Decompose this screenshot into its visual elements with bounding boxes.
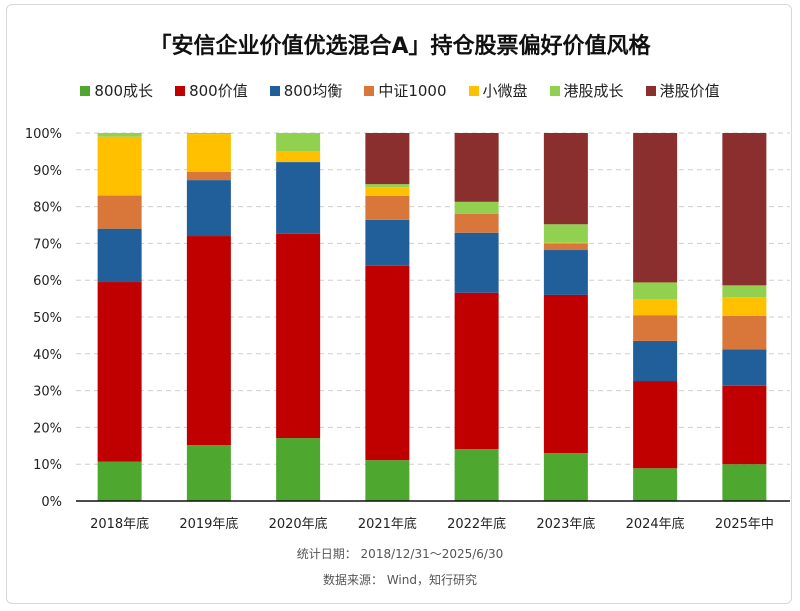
legend-label: 800均衡 <box>283 82 343 100</box>
bar-segment <box>97 195 142 229</box>
bar-segment <box>454 449 499 501</box>
date-range-note: 统计日期： 2018/12/31～2025/6/30 <box>296 547 504 561</box>
y-tick-label: 90% <box>33 164 62 179</box>
legend-label: 港股成长 <box>563 82 624 100</box>
bar-segment <box>276 151 321 163</box>
bar-segment <box>722 297 767 316</box>
legend-label: 港股价值 <box>659 82 720 100</box>
bar-segment <box>365 265 410 461</box>
bar-segment <box>276 162 321 234</box>
bar-segment <box>276 233 321 439</box>
x-tick-label: 2024年底 <box>626 516 685 532</box>
bar-segment <box>633 381 678 469</box>
bar-segment <box>365 184 410 188</box>
bar-segment <box>186 172 231 181</box>
legend: 800成长 800价值 800均衡 中证1000 小微盘 港股成长 港股价值 <box>0 80 800 101</box>
x-tick-label: 2019年底 <box>179 516 238 532</box>
bar-segment <box>454 201 499 214</box>
legend-swatch <box>175 85 186 96</box>
legend-swatch <box>364 85 375 96</box>
legend-swatch <box>468 85 479 96</box>
y-tick-label: 70% <box>33 237 62 252</box>
bar-segment <box>454 292 499 450</box>
bar-segment <box>365 133 410 185</box>
bar-segment <box>454 133 499 202</box>
legend-item: 800价值 <box>175 80 248 101</box>
source-note: 数据来源： Wind，知行研究 <box>323 573 477 587</box>
x-tick-label: 2020年底 <box>269 516 328 532</box>
bar-segment <box>97 461 142 501</box>
x-tick-label: 2025年中 <box>715 517 774 532</box>
bar-segment <box>365 460 410 501</box>
legend-swatch <box>269 85 280 96</box>
y-tick-label: 30% <box>33 385 62 400</box>
legend-label: 800成长 <box>94 82 154 100</box>
y-tick-label: 0% <box>41 495 62 510</box>
bar-segment <box>543 453 588 501</box>
bar-segment <box>633 315 678 341</box>
bar-segment <box>454 232 499 293</box>
bar-segment <box>454 213 499 233</box>
x-tick-label: 2021年底 <box>358 516 417 532</box>
bar-segment <box>186 236 231 446</box>
legend-swatch <box>645 85 656 96</box>
bar-segment <box>186 134 231 173</box>
legend-item: 港股价值 <box>645 80 720 101</box>
legend-label: 800价值 <box>189 82 248 100</box>
bar-segment <box>633 282 678 300</box>
legend-swatch <box>549 85 560 96</box>
bar-segment <box>276 133 321 152</box>
bar-segment <box>633 133 678 283</box>
bar-segment <box>97 282 142 462</box>
y-tick-label: 60% <box>33 274 62 289</box>
bar-segment <box>633 468 678 501</box>
y-tick-label: 80% <box>33 201 62 216</box>
y-tick-label: 40% <box>33 348 62 363</box>
bar-segment <box>365 195 410 220</box>
legend-label: 小微盘 <box>482 82 528 100</box>
legend-item: 800均衡 <box>269 80 343 101</box>
bar-segment <box>97 228 142 283</box>
legend-item: 800成长 <box>80 80 153 101</box>
bar-segment <box>722 285 767 298</box>
legend-item: 中证1000 <box>364 80 447 101</box>
bar-segment <box>543 224 588 243</box>
x-tick-label: 2023年底 <box>536 516 595 532</box>
bar-segment <box>543 243 588 251</box>
legend-swatch <box>80 85 91 96</box>
bar-segment <box>722 464 767 501</box>
bar-segment <box>97 133 142 137</box>
x-tick-label: 2022年底 <box>447 516 506 532</box>
bar-segment <box>722 133 767 286</box>
bar-segment <box>186 133 231 135</box>
bar-segment <box>633 299 678 316</box>
chart-title: 「安信企业价值优选混合A」持仓股票偏好价值风格 <box>149 34 651 59</box>
legend-item: 小微盘 <box>468 80 528 101</box>
bar-segment <box>722 349 767 386</box>
y-tick-label: 10% <box>33 458 62 473</box>
bar-segment <box>543 250 588 295</box>
legend-item: 港股成长 <box>549 80 624 101</box>
y-tick-label: 50% <box>33 311 62 326</box>
bar-segment <box>186 180 231 237</box>
x-tick-label: 2018年底 <box>90 516 149 532</box>
bar-segment <box>543 294 588 454</box>
bar-segment <box>186 445 231 501</box>
bar-segment <box>97 136 142 196</box>
legend-label: 中证1000 <box>378 82 447 100</box>
y-tick-label: 100% <box>25 127 62 142</box>
bar-segment <box>722 315 767 350</box>
y-tick-label: 20% <box>33 421 62 436</box>
chart-frame <box>6 4 792 604</box>
bar-segment <box>543 242 588 244</box>
bar-segment <box>633 340 678 382</box>
bar-segment <box>365 219 410 266</box>
bar-segment <box>276 438 321 501</box>
bar-segment <box>543 133 588 225</box>
bar-segment <box>722 385 767 465</box>
bar-segment <box>365 187 410 196</box>
